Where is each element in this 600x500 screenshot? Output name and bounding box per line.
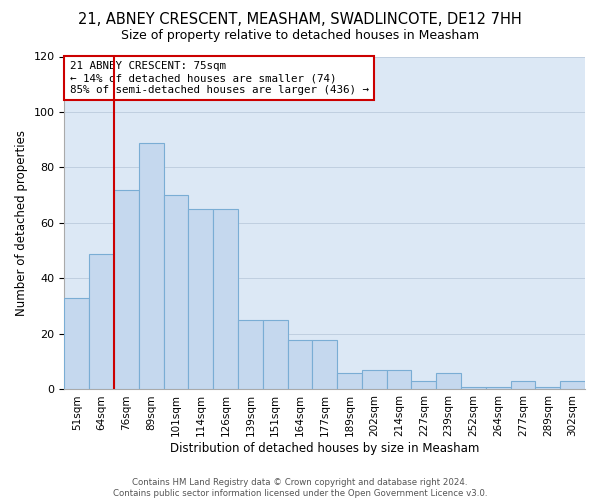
Bar [386,370,412,390]
Text: 21 ABNEY CRESCENT: 75sqm
← 14% of detached houses are smaller (74)
85% of semi-d: 21 ABNEY CRESCENT: 75sqm ← 14% of detach… [70,62,368,94]
Text: Contains HM Land Registry data © Crown copyright and database right 2024.
Contai: Contains HM Land Registry data © Crown c… [113,478,487,498]
Bar [436,373,461,390]
Text: 21, ABNEY CRESCENT, MEASHAM, SWADLINCOTE, DE12 7HH: 21, ABNEY CRESCENT, MEASHAM, SWADLINCOTE… [78,12,522,26]
Bar [188,209,213,390]
Bar [287,340,313,390]
Bar [89,254,114,390]
Bar [486,386,511,390]
Bar [461,386,486,390]
Bar [511,381,535,390]
Bar [114,190,139,390]
Bar [263,320,287,390]
Y-axis label: Number of detached properties: Number of detached properties [15,130,28,316]
Bar [362,370,386,390]
X-axis label: Distribution of detached houses by size in Measham: Distribution of detached houses by size … [170,442,479,455]
Bar [213,209,238,390]
Bar [337,373,362,390]
Bar [164,195,188,390]
Bar [560,381,585,390]
Bar [313,340,337,390]
Bar [412,381,436,390]
Bar [238,320,263,390]
Bar [535,386,560,390]
Text: Size of property relative to detached houses in Measham: Size of property relative to detached ho… [121,29,479,42]
Bar [139,142,164,390]
Bar [64,298,89,390]
